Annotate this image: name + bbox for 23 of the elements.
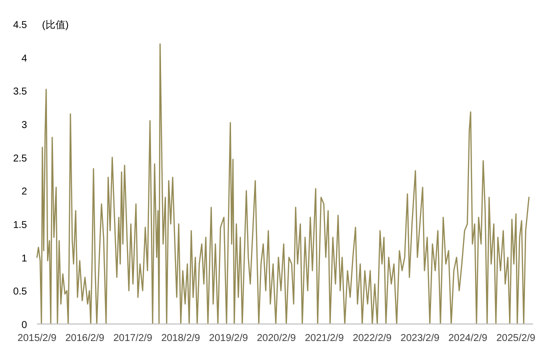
- x-tick-label: 2025/2/9: [496, 333, 536, 344]
- y-tick-label: 1: [21, 253, 28, 264]
- x-tick-label: 2021/2/9: [304, 333, 344, 344]
- y-tick-label: 2: [21, 186, 28, 198]
- y-axis-title: (比值): [42, 19, 69, 31]
- y-tick-label: 4.5: [13, 20, 28, 31]
- y-tick-label: 3: [21, 120, 28, 131]
- x-tick-label: 2020/2/9: [256, 333, 296, 344]
- y-tick-label: 0.5: [13, 286, 28, 298]
- x-tick-label: 2015/2/9: [18, 333, 57, 344]
- x-tick-label: 2018/2/9: [161, 333, 201, 344]
- x-tick-label: 2019/2/9: [209, 333, 248, 344]
- y-tick-label: 3.5: [13, 86, 28, 98]
- x-tick-label: 2017/2/9: [113, 333, 153, 344]
- y-tick-label: 4: [21, 53, 28, 64]
- line-series: [36, 43, 530, 324]
- y-tick-label: 2.5: [13, 153, 28, 164]
- y-tick-label: 1.5: [13, 220, 28, 231]
- x-tick-label: 2024/2/9: [448, 333, 488, 344]
- x-tick-label: 2016/2/9: [65, 333, 105, 344]
- y-tick-label: 0: [21, 320, 28, 331]
- x-tick-label: 2023/2/9: [400, 333, 440, 344]
- x-tick-label: 2022/2/9: [352, 333, 392, 344]
